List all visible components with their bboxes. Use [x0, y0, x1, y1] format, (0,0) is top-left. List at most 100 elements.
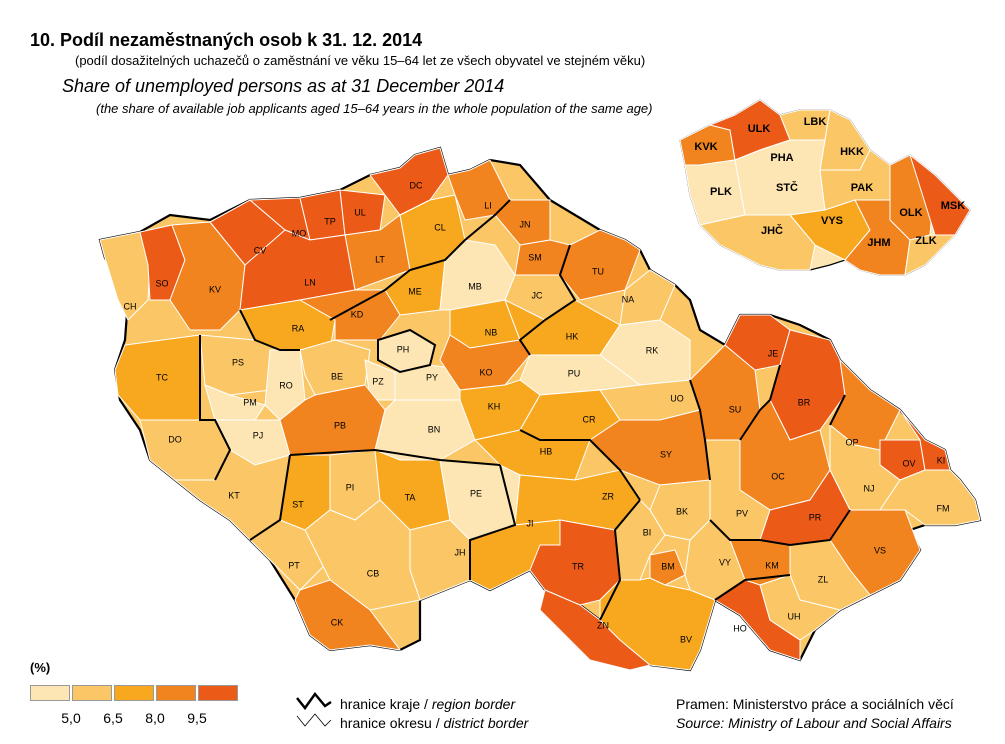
legend-swatch-1 [30, 685, 70, 701]
region-border-text: hranice kraje / [340, 696, 432, 712]
district-label-pb: PB [334, 420, 346, 430]
district-layer [99, 147, 981, 671]
district-label-ro: RO [279, 380, 293, 390]
district-label-ln: LN [304, 277, 316, 287]
district-label-kv: KV [209, 284, 221, 294]
region-label-lbk: LBK [804, 116, 827, 128]
region-label-ulk: ULK [748, 123, 771, 135]
district-uh [759, 574, 842, 641]
region-label-plk: PLK [710, 186, 732, 198]
district-label-ch: CH [124, 301, 137, 311]
region-label-pak: PAK [851, 182, 873, 194]
district-border-text-en: district border [443, 715, 529, 731]
district-label-dc: DC [410, 180, 423, 190]
district-label-pr: PR [809, 512, 822, 522]
region-label-stč: STČ [776, 181, 798, 194]
map-subtitle: (podíl dosažitelných uchazečů o zaměstná… [75, 53, 646, 68]
district-label-kt: KT [228, 490, 240, 500]
district-label-me: ME [408, 286, 422, 296]
map-subtitle-en: (the share of available job applicants a… [96, 101, 653, 116]
region-borders [199, 199, 851, 621]
region-zlk [904, 234, 957, 276]
district-label-cb: CB [367, 568, 380, 578]
district-label-li: LI [484, 200, 492, 210]
region-border-icon [296, 691, 332, 711]
district-label-st: ST [292, 499, 304, 509]
district-label-pz: PZ [372, 376, 384, 386]
district-ko [439, 334, 531, 391]
district-label-nj: NJ [864, 483, 875, 493]
district-label-pv: PV [736, 508, 748, 518]
district-label-ck: CK [331, 617, 344, 627]
district-label-tp: TP [324, 216, 336, 226]
district-label-ul: UL [354, 207, 366, 217]
district-label-cv: CV [254, 245, 267, 255]
district-label-zr: ZR [602, 491, 614, 501]
legend-unit: (%) [30, 660, 51, 675]
district-label-nb: NB [485, 327, 498, 337]
district-label-lt: LT [375, 254, 385, 264]
district-label-zl: ZL [818, 574, 829, 584]
district-label-bk: BK [676, 506, 688, 516]
district-label-pu: PU [568, 368, 581, 378]
legend-tick-2: 6,5 [103, 710, 123, 726]
district-border-label: hranice okresu / district border [340, 715, 528, 731]
district-na [619, 269, 676, 326]
district-label-ov: OV [902, 458, 915, 468]
region-label-vys: VYS [821, 215, 843, 227]
district-label-vs: VS [874, 545, 886, 555]
region-labels: KVK ULK LBK PHA HKK PLK STČ PAK VYS OLK MSK JHČ JHM Z… [694, 116, 965, 249]
district-label-op: OP [845, 437, 858, 447]
district-label-be: BE [331, 371, 343, 381]
district-label-zn: ZN [597, 620, 609, 630]
district-jh [409, 519, 471, 601]
map-title: 10. Podíl nezaměstnaných osob k 31. 12. … [30, 30, 423, 50]
district-label-bv: BV [680, 634, 692, 644]
district-label-py: PY [426, 372, 438, 382]
region-label-jhm: JHM [867, 237, 890, 249]
legend-swatch-5 [198, 685, 238, 701]
region-jhm [844, 199, 911, 276]
district-label-na: NA [622, 294, 635, 304]
inset-region-map [679, 99, 971, 276]
legend-tick-3: 8,0 [145, 710, 165, 726]
region-label-hkk: HKK [840, 146, 864, 158]
region-border-text-en: region border [431, 696, 516, 712]
district-labels: CH SO KV CV MO TP UL DC LT LN CL LI JN SM ME MB JC TU NA RA… [124, 180, 950, 644]
district-label-ps: PS [232, 357, 244, 367]
region-label-jhč: JHČ [761, 224, 783, 237]
district-label-jc: JC [532, 290, 544, 300]
district-label-mo: MO [292, 228, 307, 238]
source-cz: Pramen: Ministerstvo práce a sociálních … [676, 696, 954, 712]
region-label-pha: PHA [770, 152, 793, 164]
district-label-je: JE [768, 348, 779, 358]
district-label-ko: KO [479, 367, 492, 377]
district-label-so: SO [155, 278, 168, 288]
district-label-bi: BI [643, 527, 652, 537]
source-en: Source: Ministry of Labour and Social Af… [676, 715, 952, 731]
district-label-oc: OC [771, 471, 785, 481]
district-label-rk: RK [646, 345, 659, 355]
legend-swatch-3 [114, 685, 154, 701]
district-label-ra: RA [292, 323, 305, 333]
district-label-pm: PM [243, 397, 257, 407]
region-label-kvk: KVK [694, 141, 717, 153]
district-label-ta: TA [405, 492, 416, 502]
district-label-kh: KH [488, 401, 501, 411]
district-label-jn: JN [520, 219, 531, 229]
district-label-cl: CL [434, 222, 446, 232]
district-label-ho: HO [733, 623, 747, 633]
region-label-zlk: ZLK [915, 235, 936, 247]
district-label-ki: KI [937, 455, 946, 465]
legend-tick-1: 5,0 [61, 710, 81, 726]
legend-swatch-4 [156, 685, 196, 701]
district-label-tr: TR [572, 561, 584, 571]
district-label-pe: PE [470, 488, 482, 498]
district-border-icon [296, 713, 332, 727]
map-title-en: Share of unemployed persons as at 31 Dec… [62, 76, 505, 96]
district-label-pt: PT [288, 560, 300, 570]
district-ck [294, 579, 402, 651]
district-label-fm: FM [937, 503, 950, 513]
region-jhč [699, 214, 816, 271]
